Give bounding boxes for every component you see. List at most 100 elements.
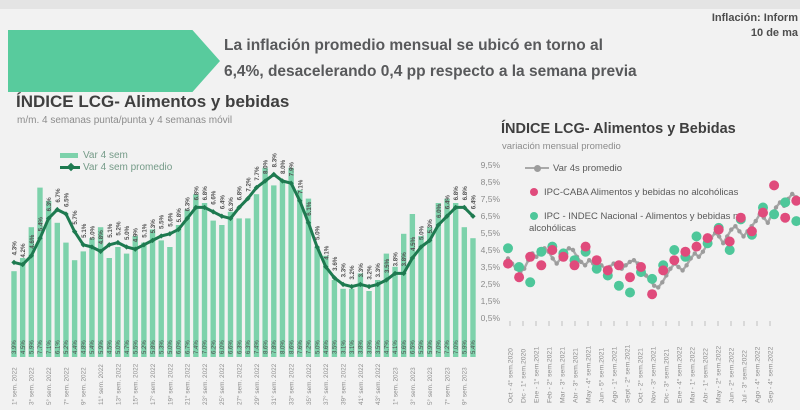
svg-text:Sept - 2° sem.2021: Sept - 2° sem.2021 — [624, 345, 632, 403]
svg-text:5.3%: 5.3% — [159, 340, 165, 354]
svg-text:Dic - 3° sem.2021: Dic - 3° sem.2021 — [663, 349, 671, 403]
svg-text:7.9%: 7.9% — [289, 162, 296, 177]
svg-text:5.4%: 5.4% — [90, 340, 96, 354]
svg-text:1° sem. 2023: 1° sem. 2023 — [391, 367, 399, 405]
svg-text:7.2%: 7.2% — [445, 340, 451, 354]
svg-text:3.3%: 3.3% — [341, 263, 348, 278]
svg-text:21° sem. 2022: 21° sem. 2022 — [184, 363, 192, 405]
svg-text:Abr - 1° sem.2022: Abr - 1° sem.2022 — [702, 348, 710, 403]
banner-arrow-shape — [8, 30, 220, 92]
svg-text:9,5%: 9,5% — [481, 160, 501, 170]
svg-text:4.8%: 4.8% — [98, 230, 105, 245]
svg-text:3.3%: 3.3% — [358, 263, 365, 278]
svg-text:8.6%: 8.6% — [289, 340, 295, 354]
svg-text:5.0%: 5.0% — [89, 225, 96, 240]
svg-text:6.4%: 6.4% — [219, 195, 226, 210]
svg-text:4.6%: 4.6% — [324, 340, 330, 354]
svg-text:7.0%: 7.0% — [437, 340, 443, 354]
svg-text:3.2%: 3.2% — [367, 265, 374, 280]
svg-text:4.6%: 4.6% — [29, 234, 36, 249]
bar-value-labels: 3.9% 4.5% 5.9% 7.7% 7.1% 6.1% 5.2% 4.4% 4.8% 5.4%… — [12, 340, 477, 354]
svg-text:3.1%: 3.1% — [341, 340, 347, 354]
pink-dot-icon — [530, 188, 538, 196]
svg-text:9° sem. 2023: 9° sem. 2023 — [461, 367, 469, 405]
svg-text:5.5%: 5.5% — [159, 214, 166, 229]
svg-text:5.3%: 5.3% — [150, 219, 157, 234]
right-chart-title: ÍNDICE LCG- Alimentos y Bebidas — [501, 121, 736, 137]
svg-text:6.3%: 6.3% — [228, 197, 235, 212]
svg-text:27° sem. 2022: 27° sem. 2022 — [236, 363, 244, 405]
x-axis-labels: 1° sem. 2022 3° sem. 2022 5° sem. 2022 7° s… — [10, 363, 468, 405]
svg-text:23° sem. 2022: 23° sem. 2022 — [201, 363, 209, 405]
report-header-info: Inflación: Inform 10 de ma — [712, 11, 798, 41]
svg-text:6.8%: 6.8% — [193, 186, 200, 201]
svg-text:7,5%: 7,5% — [481, 194, 501, 204]
svg-text:8.6%: 8.6% — [263, 340, 269, 354]
svg-text:6.5%: 6.5% — [411, 340, 417, 354]
svg-text:5.5%: 5.5% — [419, 340, 425, 354]
svg-text:3.6%: 3.6% — [332, 256, 339, 271]
svg-text:Ago - 4° sem.2022: Ago - 4° sem.2022 — [754, 346, 762, 403]
caba-dots-group — [503, 180, 800, 300]
svg-text:13° sem. 2022: 13° sem. 2022 — [114, 363, 122, 405]
bar-swatch-icon — [60, 152, 78, 158]
svg-text:5.9%: 5.9% — [30, 340, 36, 354]
svg-text:Sep - 4° sem.2022: Sep - 4° sem.2022 — [767, 346, 775, 403]
svg-text:7.1%: 7.1% — [47, 340, 53, 354]
svg-text:3° sem. 2022: 3° sem. 2022 — [28, 367, 36, 405]
svg-text:1,5%: 1,5% — [481, 296, 501, 306]
svg-text:8.0%: 8.0% — [281, 340, 287, 354]
gray-line-marker-icon — [525, 164, 549, 172]
svg-text:4,5%: 4,5% — [481, 245, 501, 255]
svg-text:7.4%: 7.4% — [255, 340, 261, 354]
legend-item-ipc-caba: IPC-CABA Alimentos y bebidas no alcohóli… — [529, 187, 779, 199]
svg-text:6.2%: 6.2% — [211, 340, 217, 354]
svg-text:11° sem. 2022: 11° sem. 2022 — [97, 364, 105, 405]
svg-text:7.6%: 7.6% — [298, 340, 304, 354]
legend-item-var4s-promedio: Var 4s promedio — [525, 163, 622, 175]
right-chart-layers: 9,5% 8,5% 7,5% 6,5% 5,5% 4,5% 3,5% 2,5% 1,5% 0,5%… — [481, 160, 800, 403]
left-chart-subtitle: m/m. 4 semanas punta/punta y 4 semanas m… — [17, 115, 233, 126]
right-chart-subtitle: variación mensual promedio — [502, 141, 621, 152]
left-chart-legend: Var 4 sem Var 4 sem promedio — [60, 149, 172, 173]
svg-text:5.0%: 5.0% — [168, 340, 174, 354]
svg-text:6.4%: 6.4% — [470, 195, 477, 210]
left-chart-plot: 3.9% 4.5% 5.9% 7.7% 7.1% 6.1% 5.2% 4.4% 4.8% 5.4%… — [10, 153, 477, 405]
headline: La inflación promedio mensual se ubicó e… — [224, 33, 789, 85]
svg-text:6.3%: 6.3% — [246, 340, 252, 354]
svg-text:7° sem. 2022: 7° sem. 2022 — [62, 367, 70, 405]
svg-text:3.3%: 3.3% — [375, 263, 382, 278]
svg-text:7.7%: 7.7% — [38, 340, 44, 354]
svg-text:5.1%: 5.1% — [141, 223, 148, 238]
legend-item-ipc-indec: IPC - INDEC Nacional - Alimentos y bebid… — [529, 211, 751, 235]
legend-label: Var 4 sem promedio — [83, 161, 173, 173]
svg-text:6.6%: 6.6% — [211, 190, 218, 205]
svg-text:8.0%: 8.0% — [280, 159, 287, 174]
svg-text:5.8%: 5.8% — [151, 340, 157, 354]
svg-text:4.5%: 4.5% — [107, 340, 113, 354]
svg-text:5.7%: 5.7% — [72, 210, 79, 225]
svg-text:3.9%: 3.9% — [12, 340, 18, 354]
svg-text:6.1%: 6.1% — [56, 340, 62, 354]
svg-text:5.8%: 5.8% — [176, 208, 183, 223]
svg-text:5.1%: 5.1% — [81, 223, 88, 238]
svg-text:3.5%: 3.5% — [376, 340, 382, 354]
svg-text:7° sem. 2023: 7° sem. 2023 — [443, 367, 451, 405]
svg-text:1° sem. 2022: 1° sem. 2022 — [10, 367, 18, 405]
svg-text:Abr - 3° sem.2021: Abr - 3° sem.2021 — [572, 348, 580, 403]
svg-text:5° sem. 2022: 5° sem. 2022 — [45, 367, 53, 405]
svg-text:39° sem. 2022: 39° sem. 2022 — [339, 363, 347, 405]
svg-text:5° sem. 2023: 5° sem. 2023 — [426, 367, 434, 405]
report-title-truncated: Inflación: Inform — [711, 12, 798, 24]
bars-group — [11, 167, 476, 357]
svg-text:4.4%: 4.4% — [73, 340, 79, 354]
svg-text:7.2%: 7.2% — [307, 340, 313, 354]
svg-text:Jun - 2° sem.2022: Jun - 2° sem.2022 — [728, 348, 736, 403]
svg-text:6.0%: 6.0% — [220, 340, 226, 354]
svg-text:7.4%: 7.4% — [194, 340, 200, 354]
svg-text:5.2%: 5.2% — [115, 221, 122, 236]
svg-text:4.1%: 4.1% — [323, 245, 330, 260]
svg-text:5.6%: 5.6% — [167, 212, 174, 227]
svg-text:3.8%: 3.8% — [401, 252, 408, 267]
svg-text:3.2%: 3.2% — [349, 265, 356, 280]
